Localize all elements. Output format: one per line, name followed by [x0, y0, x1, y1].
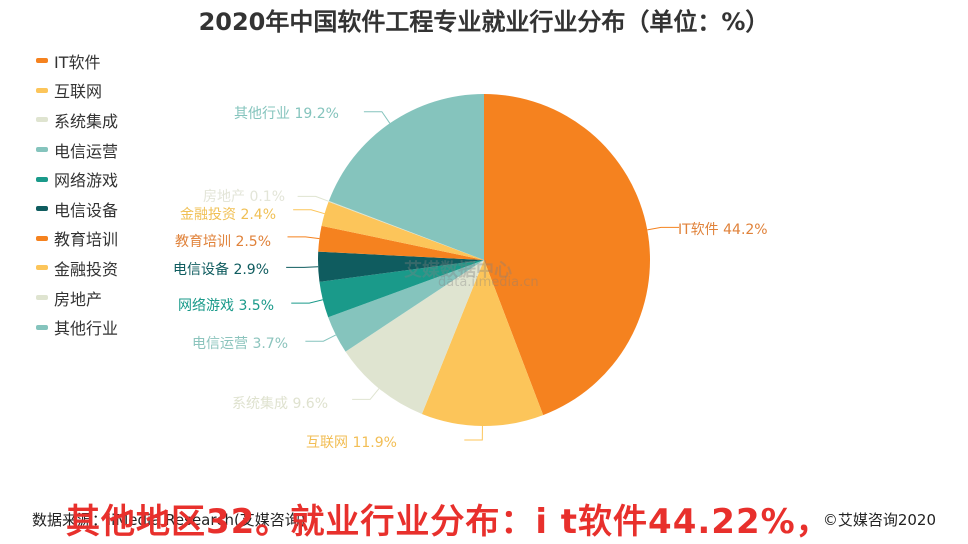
- label-gaming: 网络游戏 3.5%: [178, 298, 275, 314]
- legend-label: 电信设备: [54, 200, 119, 220]
- legend-label: 其他行业: [54, 319, 119, 339]
- pie-slice[interactable]: [319, 260, 484, 318]
- label-realestate: 房地产 0.1%: [203, 189, 286, 205]
- leader-line: [287, 236, 320, 240]
- legend-item[interactable]: 系统集成: [36, 105, 118, 135]
- pie-slice[interactable]: [328, 94, 484, 260]
- label-other: 其他行业 19.2%: [234, 106, 339, 122]
- pie-slice[interactable]: [421, 260, 544, 426]
- leader-line: [647, 226, 680, 231]
- pie-slice[interactable]: [484, 94, 650, 416]
- leader-line: [297, 195, 329, 202]
- legend-swatch-icon: [36, 58, 48, 64]
- pie-slice[interactable]: [318, 251, 484, 282]
- leader-line: [363, 111, 391, 124]
- label-finance: 金融投资 2.4%: [180, 207, 277, 223]
- chart-title: 2020年中国软件工程专业就业行业分布（单位：%）: [198, 8, 770, 36]
- overlay-caption: 其他地区32。就业行业分布：i t软件44.22%，: [66, 502, 831, 542]
- copyright-note: ©艾媒咨询2020: [822, 511, 936, 529]
- legend: IT软件互联网系统集成电信运营网络游戏电信设备教育培训金融投资房地产其他行业: [36, 46, 118, 342]
- legend-swatch-icon: [36, 324, 48, 330]
- legend-label: 系统集成: [54, 111, 119, 131]
- legend-label: 互联网: [54, 82, 103, 102]
- leader-line: [464, 425, 483, 441]
- legend-item[interactable]: 房地产: [36, 283, 118, 313]
- pie-slice[interactable]: [318, 225, 484, 260]
- watermark: 艾媒数据中心: [404, 260, 512, 281]
- pie-slice[interactable]: [321, 201, 484, 260]
- label-telecom-op: 电信运营 3.7%: [192, 336, 289, 352]
- legend-item[interactable]: 其他行业: [36, 312, 118, 342]
- legend-swatch-icon: [36, 176, 48, 182]
- legend-item[interactable]: 互联网: [36, 76, 118, 106]
- legend-swatch-icon: [36, 147, 48, 153]
- legend-label: 房地产: [54, 289, 103, 309]
- legend-label: 网络游戏: [54, 171, 119, 191]
- legend-label: IT软件: [54, 52, 101, 72]
- leader-line: [293, 209, 325, 215]
- label-internet: 互联网 11.9%: [306, 435, 397, 451]
- label-edu: 教育培训 2.5%: [175, 234, 272, 250]
- legend-swatch-icon: [36, 206, 48, 212]
- legend-item[interactable]: IT软件: [36, 46, 118, 76]
- label-sysint: 系统集成 9.6%: [232, 396, 329, 412]
- legend-item[interactable]: 网络游戏: [36, 164, 118, 194]
- pie-slice[interactable]: [328, 260, 484, 352]
- label-it: IT软件 44.2%: [678, 222, 768, 238]
- legend-label: 电信运营: [54, 141, 119, 161]
- pie-slice[interactable]: [328, 200, 484, 260]
- label-telecom-eq: 电信设备 2.9%: [173, 262, 270, 278]
- pie-slice[interactable]: [345, 260, 484, 414]
- leader-line: [286, 266, 319, 268]
- legend-item[interactable]: 教育培训: [36, 224, 118, 254]
- source-note: 数据来源：iiMedia Research(艾媒咨询): [32, 511, 306, 529]
- legend-label: 金融投资: [54, 259, 119, 279]
- watermark-url: data.iimedia.cn: [438, 275, 539, 290]
- leader-line: [352, 388, 380, 400]
- legend-label: 教育培训: [54, 230, 119, 250]
- legend-swatch-icon: [36, 87, 48, 93]
- legend-swatch-icon: [36, 117, 48, 123]
- leader-line: [291, 299, 323, 304]
- leader-line: [305, 334, 337, 342]
- legend-item[interactable]: 电信设备: [36, 194, 118, 224]
- legend-swatch-icon: [36, 295, 48, 301]
- legend-item[interactable]: 金融投资: [36, 253, 118, 283]
- legend-swatch-icon: [36, 265, 48, 271]
- legend-item[interactable]: 电信运营: [36, 135, 118, 165]
- legend-swatch-icon: [36, 235, 48, 241]
